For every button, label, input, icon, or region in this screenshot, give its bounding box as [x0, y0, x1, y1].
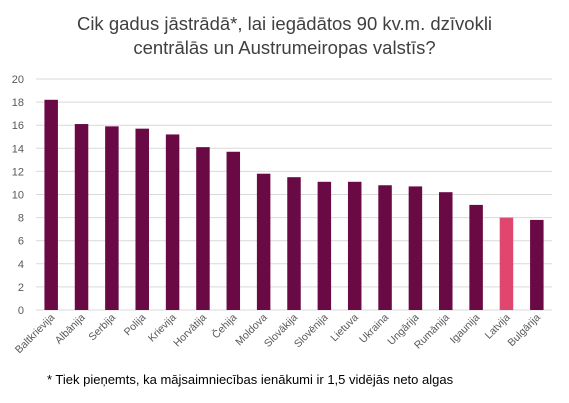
bar [287, 177, 301, 310]
bar [317, 181, 332, 310]
y-tick-label: 0 [18, 305, 24, 317]
x-tick-label: Bulgārija [506, 312, 543, 349]
x-tick-label: Horvātija [171, 312, 209, 350]
bar [135, 128, 149, 310]
x-tick-label: Polija [122, 312, 149, 339]
bar [74, 124, 89, 310]
x-tick-label: Serbija [86, 312, 118, 344]
y-tick-label: 2 [18, 282, 24, 294]
x-tick-label: Igaunija [448, 312, 483, 347]
chart-title-line-2: centrālās un Austrumeiropas valstīs? [133, 37, 436, 58]
y-tick-label: 8 [18, 213, 24, 225]
bar [44, 99, 58, 310]
bar [347, 181, 362, 310]
x-tick-label: Lietuva [328, 312, 361, 345]
chart-title: Cik gadus jāstrādā*, lai iegādātos 90 kv… [0, 12, 569, 60]
bar [378, 185, 392, 310]
bar [165, 134, 180, 310]
bar [408, 186, 423, 310]
bar [105, 126, 119, 310]
bar [256, 173, 271, 310]
bar [499, 217, 514, 310]
footnote: * Tiek pieņemts, ka mājsaimniecības ienā… [47, 372, 454, 387]
y-tick-label: 12 [12, 166, 24, 178]
bar [530, 219, 544, 310]
x-tick-label: Baltkrievija [13, 312, 57, 356]
y-tick-label: 4 [18, 259, 24, 271]
x-tick-label: Albānija [53, 312, 88, 347]
y-tick-label: 14 [12, 143, 24, 155]
y-tick-label: 16 [12, 120, 24, 132]
y-tick-label: 20 [12, 74, 24, 86]
y-tick-label: 18 [12, 97, 24, 109]
bar [469, 204, 483, 310]
chart-title-line-1: Cik gadus jāstrādā*, lai iegādātos 90 kv… [76, 13, 493, 34]
x-tick-label: Slovēnija [292, 312, 331, 351]
bar [196, 147, 210, 310]
bar [439, 192, 453, 310]
y-tick-label: 10 [12, 190, 24, 202]
y-tick-label: 6 [18, 236, 24, 248]
bar [226, 151, 241, 310]
